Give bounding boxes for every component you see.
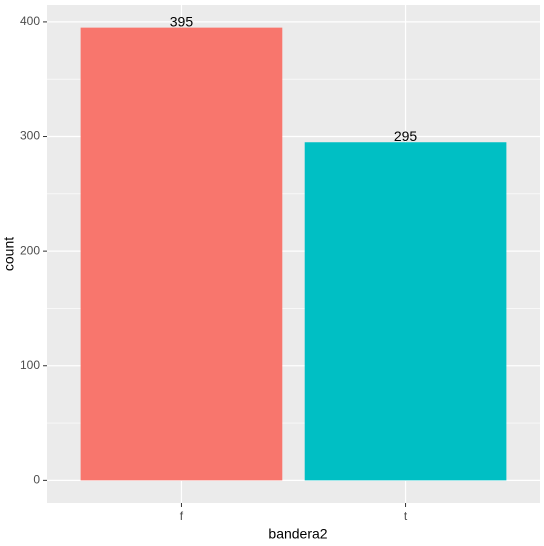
x-tick-label: t	[404, 509, 408, 523]
value-label: 395	[170, 13, 194, 29]
y-axis-title: count	[1, 237, 17, 271]
y-tick-label: 0	[33, 473, 40, 487]
x-axis-title: bandera2	[268, 526, 327, 542]
y-tick-label: 100	[20, 358, 40, 372]
bar	[304, 142, 507, 481]
value-label: 295	[394, 128, 418, 144]
x-tick-label: f	[180, 509, 184, 523]
bar	[80, 27, 283, 481]
y-tick-label: 300	[20, 129, 40, 143]
y-tick-label: 400	[20, 14, 40, 28]
y-tick-label: 200	[20, 243, 40, 257]
